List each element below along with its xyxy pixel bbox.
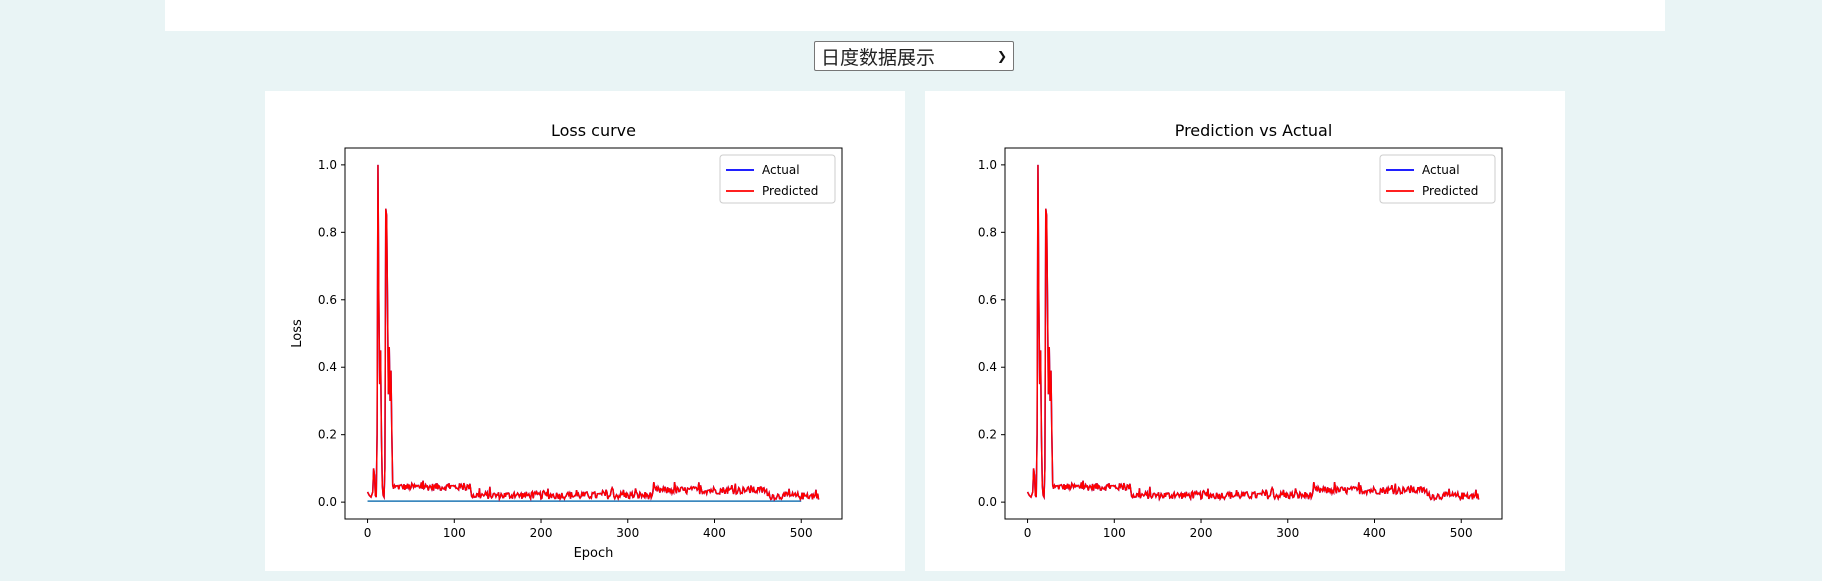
view-selector[interactable]: 日度数据展示 ❯: [814, 41, 1014, 71]
prediction-vs-actual-legend-label: Actual: [1422, 163, 1460, 177]
view-selector-value: 日度数据展示: [821, 46, 936, 69]
loss-curve-predicted-series: [366, 164, 820, 502]
prediction-vs-actual-predicted-series: [1026, 164, 1480, 502]
loss-curve-xtick-label: 100: [443, 526, 466, 540]
loss-curve-plot-frame: [344, 147, 843, 520]
loss-curve-ytick-label: 0.6: [318, 293, 337, 307]
view-selector-wrapper: 日度数据展示 ❯: [814, 41, 1014, 71]
prediction-vs-actual-plot-frame: [1004, 147, 1503, 520]
loss-curve-legend-label: Actual: [762, 163, 800, 177]
prediction-vs-actual-card: Prediction vs Actual 0 100 200 300 400 500 0.0 0…: [925, 91, 1565, 571]
prediction-vs-actual-xtick-label: 400: [1363, 526, 1386, 540]
loss-curve-xlabel: Epoch: [574, 546, 614, 561]
prediction-vs-actual-ytick-label: 0.6: [978, 293, 997, 307]
loss-curve-ytick-label: 0.0: [318, 495, 337, 509]
loss-curve-legend-label: Predicted: [762, 184, 818, 198]
prediction-vs-actual-xtick-label: 300: [1276, 526, 1299, 540]
prediction-vs-actual-title: Prediction vs Actual: [1175, 121, 1333, 140]
loss-curve-xtick-label: 400: [703, 526, 726, 540]
prediction-vs-actual-xtick-label: 500: [1450, 526, 1473, 540]
loss-curve-xtick-label: 0: [364, 526, 372, 540]
prediction-vs-actual-xtick-label: 0: [1024, 526, 1032, 540]
prediction-vs-actual-ytick-label: 0.0: [978, 495, 997, 509]
chevron-down-icon: ❯: [996, 49, 1007, 63]
loss-curve-xtick-label: 300: [616, 526, 639, 540]
prediction-vs-actual-ytick-label: 0.2: [978, 428, 997, 442]
top-panel: [165, 0, 1665, 31]
prediction-vs-actual-xtick-label: 100: [1103, 526, 1126, 540]
loss-curve-card: Loss curve 0 100 200 300 400 500 0.0 0.2 0.4 0.6 0.…: [265, 91, 905, 571]
loss-curve-chart: Loss curve 0 100 200 300 400 500 0.0 0.2 0.4 0.6 0.…: [290, 121, 843, 561]
prediction-vs-actual-ytick-label: 0.8: [978, 225, 997, 239]
loss-curve-xtick-label: 500: [790, 526, 813, 540]
prediction-vs-actual-legend-label: Predicted: [1422, 184, 1478, 198]
prediction-vs-actual-chart: Prediction vs Actual 0 100 200 300 400 500 0.0 0…: [978, 121, 1503, 540]
loss-curve-xtick-label: 200: [530, 526, 553, 540]
loss-curve-actual-series: [366, 164, 820, 502]
prediction-vs-actual-legend: Actual Predicted: [1379, 154, 1496, 204]
loss-curve-ytick-label: 0.8: [318, 225, 337, 239]
prediction-vs-actual-ytick-label: 1.0: [978, 158, 997, 172]
prediction-vs-actual-actual-series: [1026, 164, 1480, 502]
loss-curve-ytick-label: 1.0: [318, 158, 337, 172]
prediction-vs-actual-xtick-label: 200: [1190, 526, 1213, 540]
loss-curve-legend: Actual Predicted: [719, 154, 836, 204]
prediction-vs-actual-ytick-label: 0.4: [978, 360, 997, 374]
loss-curve-ytick-label: 0.2: [318, 428, 337, 442]
loss-curve-ylabel: Loss: [290, 319, 305, 348]
loss-curve-ytick-label: 0.4: [318, 360, 337, 374]
loss-curve-title: Loss curve: [551, 121, 636, 140]
